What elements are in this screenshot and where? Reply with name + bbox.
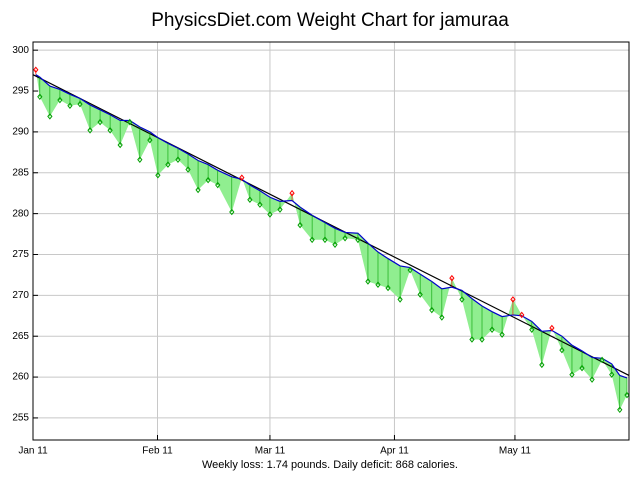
y-tick-label: 290 [12,127,29,138]
weight-point [589,376,595,383]
deficit-area [35,69,627,410]
weight-point [439,314,445,321]
weight-point [355,236,361,244]
y-tick-label: 300 [12,45,29,56]
weight-point [624,391,630,399]
weight-point [277,206,283,213]
weight-point [175,156,181,163]
x-tick-label: Mar 11 [255,446,286,457]
weight-point [77,100,83,108]
weight-point [97,118,103,126]
weight-point [559,346,565,354]
weight-point [469,336,475,343]
weight-point [37,93,43,101]
weight-point [417,291,423,298]
weight-point [185,166,191,173]
weight-point [47,113,53,120]
weight-point [239,174,245,181]
y-tick-label: 275 [12,249,29,260]
weight-point [385,284,391,292]
x-tick-label: Apr 11 [380,446,409,457]
weight-point [297,221,303,229]
y-tick-label: 260 [12,372,29,383]
weight-point [257,201,263,208]
weight-point [375,281,381,289]
weight-point [549,324,555,332]
weight-point [479,336,485,343]
weight-point [569,371,575,378]
weight-point [599,356,605,364]
weight-point [229,208,235,216]
weight-point [529,326,535,333]
weight-point [332,241,338,248]
weight-point [195,186,201,194]
weight-point [289,189,295,197]
weight-point [397,296,403,303]
weight-point [539,361,545,369]
y-tick-label: 255 [12,413,29,424]
weight-point [617,406,623,414]
weight-point [322,236,328,244]
weight-point [87,126,93,134]
weight-point [342,234,348,242]
weight-point [609,371,615,378]
y-tick-label: 270 [12,290,29,301]
weight-point [247,196,253,204]
weight-point [165,161,171,168]
weight-point [33,66,39,74]
weight-point [459,296,465,303]
weight-point [205,176,211,184]
y-tick-label: 265 [12,331,29,342]
x-tick-label: May 11 [499,446,531,457]
subtitle: Weekly loss: 1.74 pounds. Daily deficit:… [202,459,458,471]
weight-point [519,311,525,319]
weight-point [499,331,505,338]
weight-point [365,278,371,285]
plot-frame [32,41,630,441]
weight-point [510,296,516,303]
weight-point [155,171,161,179]
weight-point [449,274,455,282]
weight-point [267,211,273,218]
y-tick-label: 280 [12,208,29,219]
x-tick-label: Jan 11 [18,446,48,457]
weight-point [137,156,143,163]
weight-point [215,181,221,189]
weight-point [429,306,435,314]
y-tick-label: 295 [12,86,29,97]
weight-point [107,126,113,134]
weight-point [579,364,585,372]
weight-point [127,118,133,126]
weight-point [489,326,495,333]
weight-point [117,141,123,149]
weight-point [67,102,73,110]
y-tick-label: 285 [12,167,29,178]
chart-title: PhysicsDiet.com Weight Chart for jamuraa [151,10,509,31]
x-tick-label: Feb 11 [142,446,173,457]
weight-point [147,136,153,144]
fit-line [32,74,630,376]
trend-line [35,74,628,379]
weight-point [407,266,413,274]
weight-point [57,96,63,104]
weight-point [309,236,315,244]
